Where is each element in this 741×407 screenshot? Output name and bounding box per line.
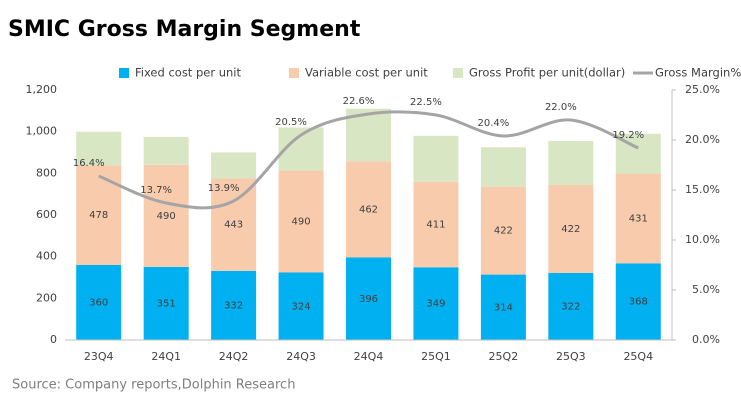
legend-label: Fixed cost per unit [135,66,242,80]
x-tick-label: 25Q4 [623,350,653,363]
bar-value-label: 349 [426,299,445,310]
line-value-label: 20.4% [477,118,509,129]
y2-tick-label: 20.0% [685,133,720,146]
bar-segment [211,178,257,271]
line-value-label: 22.0% [545,102,577,113]
bar-value-label: 314 [494,302,513,313]
legend-label: Gross Margin% [655,66,741,80]
line-value-label: 22.5% [410,97,442,108]
bar-value-label: 490 [157,211,176,222]
x-tick-label: 23Q4 [84,350,114,363]
bar-segment [76,131,122,166]
bar-value-label: 324 [292,301,311,312]
line-value-label: 20.5% [275,117,307,128]
x-tick-label: 24Q2 [219,350,249,363]
bar-value-label: 360 [89,298,108,309]
bar-segment [278,272,324,340]
bar-segment [413,267,459,340]
y-tick-label: 200 [36,291,57,304]
x-tick-label: 24Q1 [151,350,181,363]
line-value-label: 13.7% [140,185,172,196]
x-tick-label: 24Q3 [286,350,316,363]
bar-segment [143,266,189,340]
y2-tick-label: 0.0% [692,333,720,346]
bar-segment [480,274,526,340]
bar-value-label: 322 [561,301,580,312]
y2-tick-label: 10.0% [685,233,720,246]
y-tick-label: 1,000 [26,125,58,138]
bar-value-label: 351 [157,298,176,309]
bar-segment [548,272,594,340]
bar-value-label: 422 [494,226,513,237]
y2-tick-label: 25.0% [685,83,720,96]
bar-segment [548,185,594,273]
legend-marker [289,68,299,78]
bar-segment [143,164,189,267]
line-value-label: 13.9% [208,183,240,194]
bar-segment [413,181,459,268]
bar-segment [480,147,526,187]
bar-segment [76,265,122,340]
bar-segment [346,161,391,258]
legend-marker [453,68,463,78]
bar-segment [346,257,391,340]
bar-segment [211,152,257,179]
bar-value-label: 411 [426,219,445,230]
legend-label: Gross Profit per unit(dollar) [469,66,625,80]
y-tick-label: 600 [36,208,57,221]
bar-value-label: 396 [359,294,378,305]
bar-segment [413,135,459,182]
legend-label: Variable cost per unit [305,66,428,80]
line-value-label: 22.6% [343,96,375,107]
x-tick-label: 25Q1 [421,350,451,363]
y-tick-label: 400 [36,250,57,263]
bar-segment [548,141,594,185]
bar-value-label: 368 [629,297,648,308]
bar-value-label: 443 [224,220,243,231]
bar-segment [615,263,661,340]
bar-segment [211,270,257,340]
line-value-label: 16.4% [73,158,105,169]
bar-value-label: 490 [292,216,311,227]
bar-segment [143,136,189,165]
source-note: Source: Company reports,Dolphin Research [12,378,295,393]
y2-tick-label: 15.0% [685,183,720,196]
x-tick-label: 25Q2 [489,350,519,363]
bar-value-label: 478 [89,210,108,221]
bar-segment [615,173,661,264]
y-tick-label: 800 [36,166,57,179]
line-value-label: 19.2% [612,130,644,141]
legend-marker [119,68,129,78]
bar-value-label: 431 [629,213,648,224]
bar-value-label: 422 [561,224,580,235]
chart-title: SMIC Gross Margin Segment [8,17,361,42]
y-tick-label: 1,200 [26,83,58,96]
x-tick-label: 24Q4 [354,350,384,363]
bar-segment [480,186,526,275]
bar-value-label: 462 [359,204,378,215]
x-tick-label: 25Q3 [556,350,586,363]
y-tick-label: 0 [50,333,57,346]
bar-segment [278,170,324,273]
margin-line [98,110,639,210]
bar-value-label: 332 [224,300,243,311]
y2-tick-label: 5.0% [692,283,720,296]
